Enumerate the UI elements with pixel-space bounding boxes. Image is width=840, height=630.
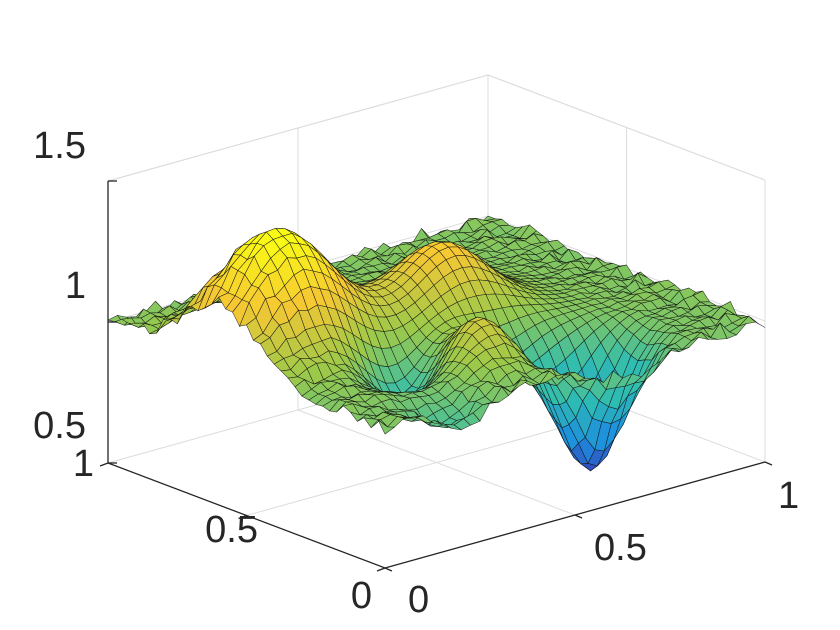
y-tick-2 <box>99 462 109 467</box>
x-tick-label-2: 1 <box>778 475 799 517</box>
tick-labels: 0.5 1 1.5 0 0.5 1 0 0.5 1 <box>33 125 799 621</box>
x-tick-1 <box>574 514 583 519</box>
x-tick-2 <box>764 461 773 466</box>
top-back-edges <box>107 74 766 182</box>
y-tick-label-0: 0 <box>351 575 372 617</box>
surface-mesh <box>107 215 766 472</box>
x-tick-label-0: 0 <box>408 579 429 621</box>
wall-gridline-z-top <box>107 74 766 182</box>
y-tick-0 <box>376 567 386 572</box>
z-tick-label-1: 1 <box>65 265 86 307</box>
y-tick-1 <box>238 514 247 520</box>
surface-patch <box>377 419 396 435</box>
x-tick-label-1: 0.5 <box>594 527 647 569</box>
x-tick-0 <box>384 567 393 572</box>
z-tick-label-2: 1.5 <box>33 125 86 167</box>
y-tick-label-1: 0.5 <box>205 509 258 551</box>
z-tick-label-0: 0.5 <box>33 405 86 447</box>
y-tick-label-2: 1 <box>73 443 94 485</box>
tick-marks <box>99 180 773 572</box>
